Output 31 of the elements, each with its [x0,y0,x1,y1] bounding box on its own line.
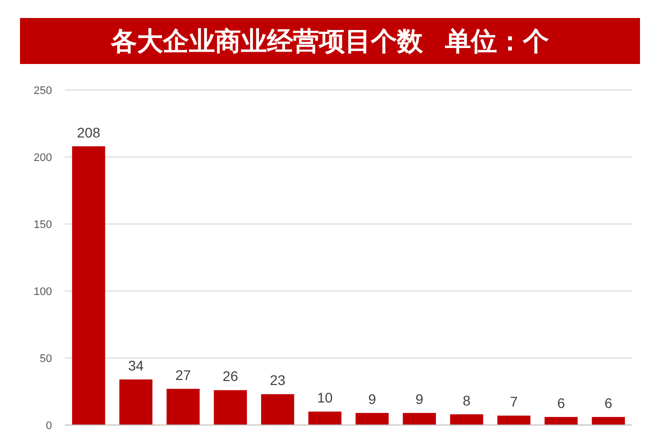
y-tick-label: 50 [40,353,52,365]
data-label: 6 [557,394,566,411]
bar [72,146,106,425]
data-label: 10 [317,390,333,406]
y-tick-label: 250 [34,85,52,97]
data-label: 27 [175,366,192,383]
bar [450,414,484,425]
data-label: 23 [270,372,286,388]
bar [119,379,152,425]
data-label: 208 [76,124,101,140]
bar [402,412,436,425]
y-tick-label: 150 [34,219,52,231]
data-label: 6 [604,394,612,411]
bar [592,416,625,425]
bar [308,412,342,425]
bar [214,390,247,425]
data-label: 9 [368,390,376,407]
bar [166,388,200,425]
data-label: 34 [128,357,144,374]
y-tick-label: 0 [46,420,52,432]
bar [356,412,389,425]
bar [497,416,530,425]
data-label: 8 [462,392,471,408]
data-label: 7 [510,394,518,410]
data-label: 9 [415,390,424,407]
chart-title: 各大企业商业经营项目个数 单位：个 [110,26,549,56]
y-tick-label: 200 [34,152,52,164]
data-label: 26 [222,368,238,384]
bar [261,394,294,425]
y-tick-label: 100 [34,286,52,298]
bar [544,416,578,425]
